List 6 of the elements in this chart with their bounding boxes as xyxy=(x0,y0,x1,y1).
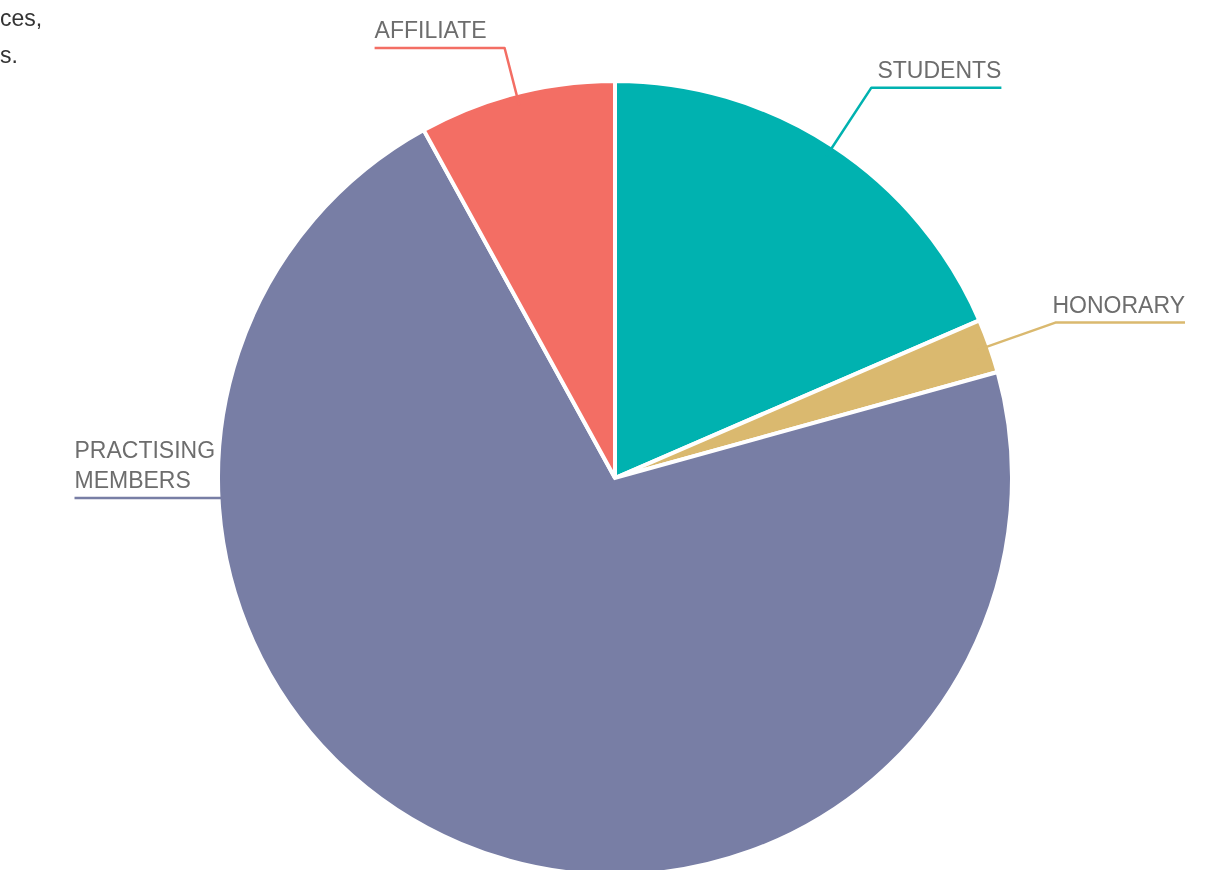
slice-label: STUDENTS xyxy=(877,56,1002,83)
text: s. xyxy=(0,41,19,70)
text: ces, xyxy=(0,4,43,33)
slice-label: HONORARY xyxy=(1052,291,1185,318)
slice-label: AFFILIATE xyxy=(374,17,487,43)
slice-label: PRACTISING MEMBERS xyxy=(74,437,216,493)
